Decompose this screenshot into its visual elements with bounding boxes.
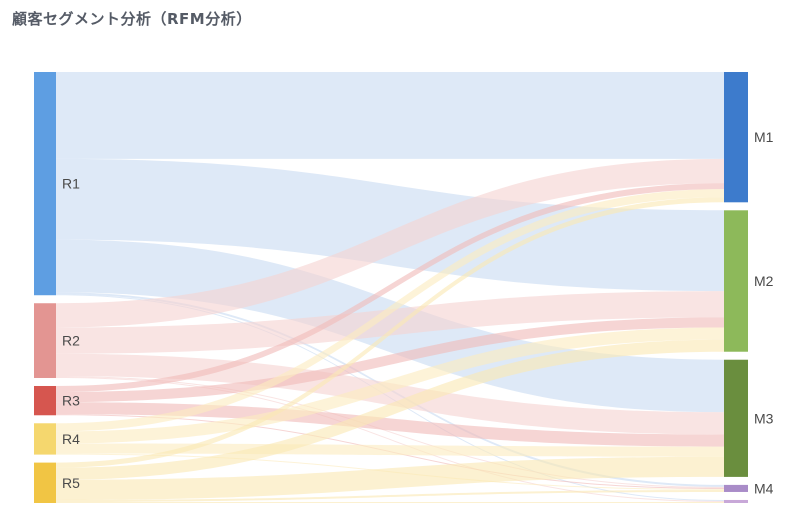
- node-r5[interactable]: [34, 462, 56, 503]
- link-r5-m5[interactable]: [56, 501, 724, 503]
- node-m5[interactable]: [724, 499, 748, 503]
- sankey-labels: R1 R2 R3 R4 R5 M1 M2 M3 M4: [62, 129, 774, 496]
- link-r2-m3[interactable]: [56, 353, 724, 435]
- node-r3[interactable]: [34, 385, 56, 416]
- link-r5-m4[interactable]: [56, 489, 724, 502]
- link-r5-m3[interactable]: [56, 456, 724, 500]
- link-r4-m2[interactable]: [56, 327, 724, 444]
- link-r1-m2[interactable]: [56, 158, 724, 292]
- node-m3[interactable]: [724, 359, 748, 477]
- link-r3-m3[interactable]: [56, 402, 724, 447]
- link-r2-m5[interactable]: [56, 376, 724, 502]
- node-label-r5: R5: [62, 475, 80, 491]
- link-r5-m2[interactable]: [56, 339, 724, 480]
- node-label-m3: M3: [754, 410, 774, 426]
- sankey-links: [56, 72, 724, 503]
- link-r4-m1[interactable]: [56, 189, 724, 432]
- link-r3-m2[interactable]: [56, 317, 724, 403]
- node-r2[interactable]: [34, 303, 56, 378]
- sankey-nodes: [34, 72, 748, 503]
- node-label-r4: R4: [62, 431, 80, 447]
- link-r2-m4[interactable]: [56, 375, 724, 488]
- link-r4-m3[interactable]: [56, 443, 724, 457]
- chart-title: 顧客セグメント分析（RFM分析）: [12, 10, 252, 28]
- node-m4[interactable]: [724, 484, 748, 492]
- node-label-r1: R1: [62, 176, 80, 192]
- link-r2-m1[interactable]: [56, 158, 724, 328]
- node-label-m2: M2: [754, 273, 774, 289]
- node-r4[interactable]: [34, 423, 56, 455]
- node-r1[interactable]: [34, 72, 56, 296]
- link-r5-m1[interactable]: [56, 197, 724, 468]
- node-label-m1: M1: [754, 129, 774, 145]
- link-r2-m2[interactable]: [56, 291, 724, 354]
- node-label-r2: R2: [62, 333, 80, 349]
- node-label-r3: R3: [62, 393, 80, 409]
- node-m1[interactable]: [724, 72, 748, 203]
- link-r3-m1[interactable]: [56, 183, 724, 393]
- link-r1-m1[interactable]: [56, 72, 724, 159]
- node-label-m4: M4: [754, 480, 774, 496]
- node-m2[interactable]: [724, 210, 748, 352]
